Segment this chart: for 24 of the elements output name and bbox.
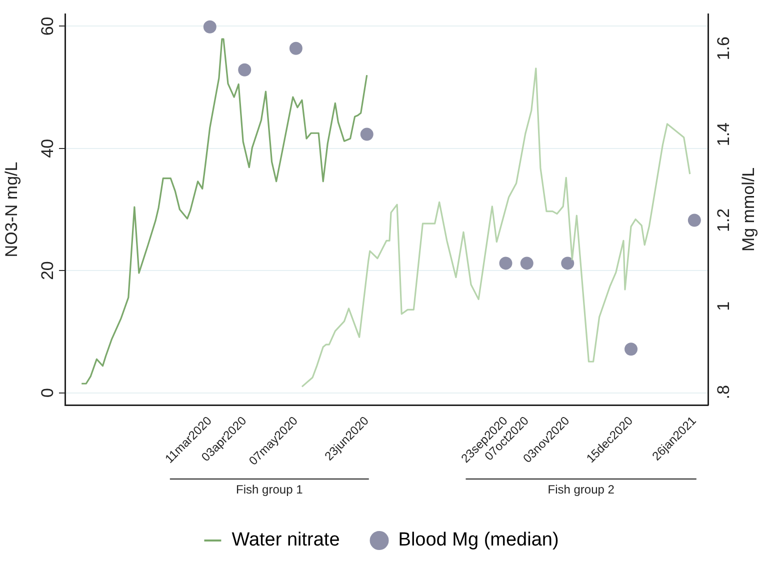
y-tick-label: 0: [38, 388, 58, 398]
legend-label: Blood Mg (median): [398, 530, 559, 551]
point: [688, 214, 701, 227]
point: [289, 42, 302, 55]
text: Fish group 2: [548, 482, 615, 496]
point: [499, 256, 512, 270]
point: [360, 128, 374, 141]
y2-axis-title: Mg mmol/L: [739, 167, 758, 252]
y2-tick-label: 1.6: [714, 36, 734, 60]
point: [624, 342, 638, 356]
point: [203, 20, 216, 34]
y2-tick-label: 1.4: [714, 122, 734, 146]
point: [561, 256, 574, 270]
y-tick-label: 20: [38, 261, 58, 280]
y2-tick-label: 1.2: [714, 208, 734, 232]
point: [520, 256, 534, 270]
y-axis-title: NO3-N mg/L: [2, 162, 22, 258]
text: Fish group 1: [236, 482, 304, 496]
y2-tick-label: .8: [714, 385, 734, 400]
legend-label: Water nitrate: [232, 530, 340, 551]
point: [238, 63, 252, 76]
y-tick-label: 40: [38, 138, 58, 158]
y2-tick-label: 1: [714, 301, 734, 311]
y-tick-label: 60: [38, 16, 58, 36]
